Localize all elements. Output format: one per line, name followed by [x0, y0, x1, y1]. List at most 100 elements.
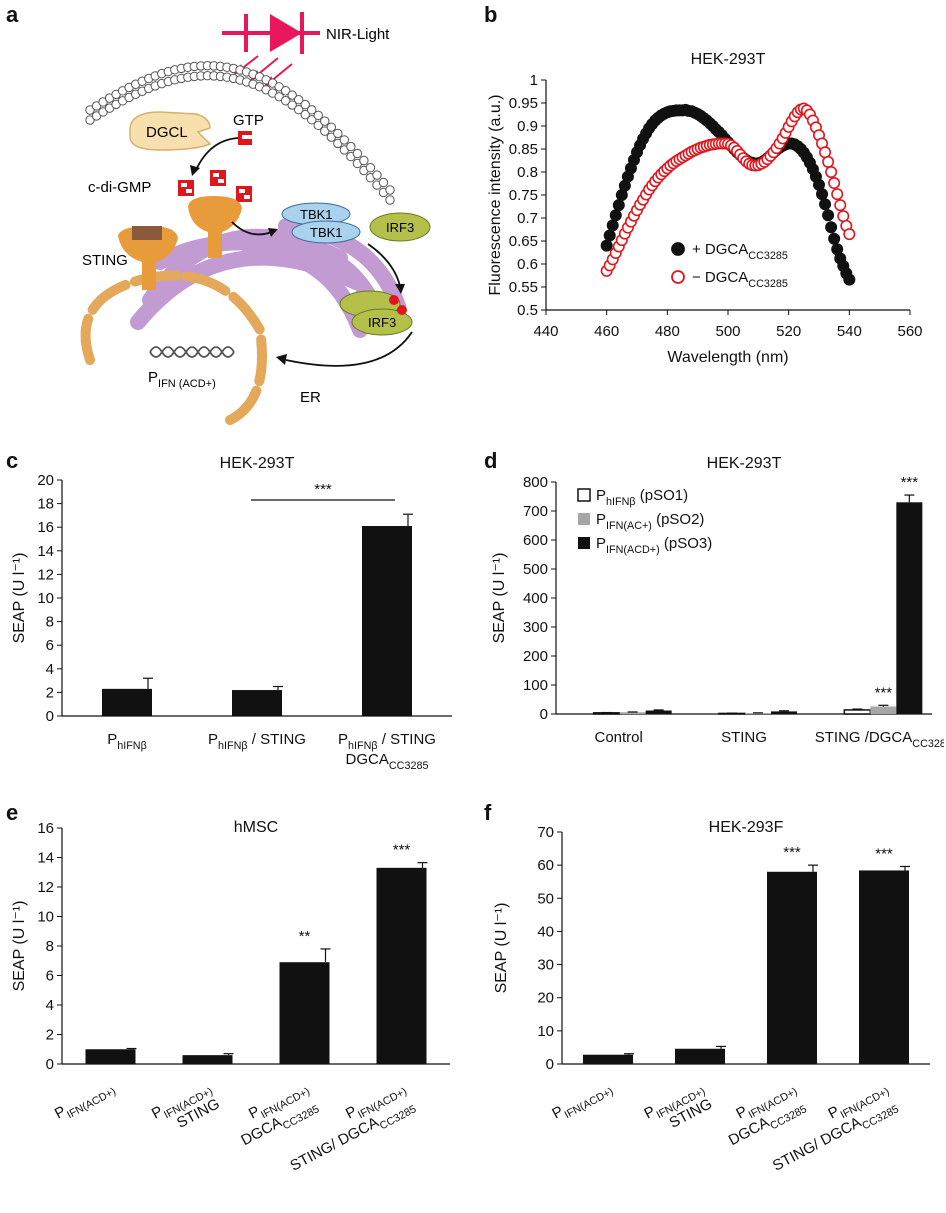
y-tick-label: 14	[37, 850, 54, 867]
tbk1-label: TBK1	[310, 225, 343, 240]
category-label-group: PIFN(ACD+)	[52, 1086, 118, 1123]
category-label-group: PIFN(ACD+)DGCACC3285	[238, 1086, 321, 1150]
category-label-group: PIFN(ACD+)STING	[149, 1086, 223, 1132]
data-point	[819, 198, 832, 211]
y-tick-label: 0.95	[509, 95, 538, 112]
membrane-bead	[307, 115, 317, 125]
tbk1-label: TBK1	[300, 207, 333, 222]
panel-letter-e: e	[6, 800, 19, 825]
y-tick-label: 400	[523, 590, 548, 607]
y-tick-label: 14	[37, 543, 54, 560]
chart-title: HEK-293T	[220, 455, 295, 472]
bar	[619, 712, 646, 714]
bar	[182, 1055, 233, 1064]
category-label-after: / STING	[378, 731, 436, 748]
y-tick-label: 100	[523, 677, 548, 694]
membrane-bead	[293, 104, 304, 115]
irf3-label: IRF3	[368, 315, 396, 330]
x-tick-label: 480	[655, 323, 680, 340]
legend-label: − DGCACC3285	[692, 269, 788, 290]
significance-stars: ***	[393, 842, 411, 859]
y-tick-label: 0.6	[517, 256, 538, 273]
dna-icon	[149, 346, 235, 358]
category-label-main: P	[208, 731, 218, 748]
reaction-arrow	[195, 137, 239, 171]
membrane-bead	[293, 94, 304, 105]
y-tick-label: 6	[46, 637, 54, 654]
tbk1-protein	[291, 220, 361, 244]
data-point	[843, 228, 856, 241]
category-label-sub: hIFNβ	[218, 740, 248, 752]
bar	[767, 871, 817, 1064]
dgcl-enzyme	[129, 111, 212, 151]
translocation-arrow	[285, 331, 413, 367]
category-label-sub: CC3285	[389, 760, 429, 772]
y-axis-label: Fluorescence intensity (a.u.)	[487, 95, 504, 296]
y-tick-label: 18	[37, 496, 54, 513]
promoter-label: PIFN (ACD+)	[148, 369, 216, 390]
legend-label-sub: IFN(ACD+)	[606, 544, 660, 556]
y-axis-label: SEAP (U l⁻¹)	[11, 553, 28, 644]
y-tick-label: 0	[46, 1056, 54, 1073]
significance-stars: **	[299, 928, 311, 945]
sting-protein-bound	[188, 196, 242, 258]
category-label: STING	[721, 729, 767, 746]
legend-label-after: (pSO1)	[636, 487, 689, 504]
y-tick-label: 0.65	[509, 233, 538, 250]
phosphate-icon	[397, 305, 407, 315]
chart-b: HEK-293T 0.5 0.55 0.6 0.65 0.7 0.75 0.8 0.85 0.9 0…	[487, 51, 923, 366]
x-tick-label: 560	[897, 323, 922, 340]
category-label-main: STING /DGCA	[815, 729, 913, 746]
dgcl-label: DGCL	[146, 124, 188, 141]
significance-stars: ***	[314, 481, 332, 498]
panel-letter-a: a	[6, 2, 19, 27]
data-point	[822, 209, 835, 222]
legend-label-sub: IFN(AC+)	[606, 520, 652, 532]
bar	[279, 962, 330, 1064]
bar	[645, 710, 672, 714]
chart-title: HEK-293T	[707, 455, 782, 472]
membrane-bead	[385, 195, 395, 205]
data-point	[816, 188, 829, 201]
data-point	[843, 273, 856, 286]
y-tick-label: 16	[37, 820, 54, 837]
nuclear-envelope	[80, 270, 267, 425]
significance-stars: ***	[875, 684, 893, 701]
chart-c: HEK-293T 0 2 4 6 8 10 12 14 16 18 20 SEAP (U l⁻¹) PhI…	[11, 455, 452, 772]
category-label-sub: hIFNβ	[348, 740, 378, 752]
panel-letter-f: f	[484, 800, 492, 825]
y-tick-label: 0.9	[517, 118, 538, 135]
membrane-bead	[287, 90, 297, 100]
y-tick-label: 0	[540, 706, 548, 723]
phosphorylation-arrow	[367, 243, 401, 287]
er-label: ER	[300, 389, 321, 406]
membrane-bead	[280, 86, 291, 96]
category-label: Control	[594, 729, 642, 746]
data-point	[606, 219, 619, 232]
bar	[675, 1048, 725, 1064]
bar	[232, 690, 282, 716]
legend-label-sub: CC3285	[748, 278, 788, 290]
data-point	[828, 232, 841, 245]
data-point	[612, 199, 625, 212]
membrane-bead	[313, 110, 323, 121]
data-point	[834, 199, 847, 212]
y-tick-label: 60	[537, 857, 554, 874]
data-point	[828, 177, 841, 190]
bar	[362, 526, 412, 716]
data-point	[825, 221, 838, 234]
y-tick-label: 30	[537, 957, 554, 974]
irf3-phospho-protein	[351, 308, 413, 336]
y-tick-label: 300	[523, 619, 548, 636]
legend-label-sub: hIFNβ	[606, 496, 636, 508]
membrane-bead	[346, 141, 356, 152]
membrane-bead	[307, 105, 317, 115]
category-label: DGCACC3285	[346, 751, 429, 772]
cell-membrane	[85, 61, 395, 205]
y-tick-label: 0.55	[509, 279, 538, 296]
legend-label-main: + DGCA	[692, 241, 748, 258]
legend-label-main: P	[596, 511, 606, 528]
category-label: PhIFNβ / STING	[208, 731, 306, 752]
y-tick-label: 600	[523, 532, 548, 549]
legend-label: + DGCACC3285	[692, 241, 788, 262]
